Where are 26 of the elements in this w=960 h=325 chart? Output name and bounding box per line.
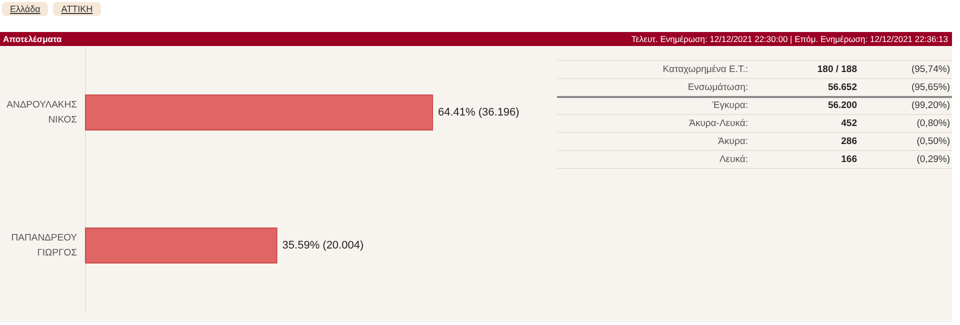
text: 180 / 188 [816, 63, 858, 77]
text: 452 [840, 117, 858, 131]
y-tick-label: ΑΝΔΡΟΥΛΑΚΗΣ ΝΙΚΟΣ [6, 100, 78, 126]
text: Άκυρα: [717, 135, 749, 149]
text: Τελευτ. Ενημέρωση: 12/12/2021 22:30:00 | Επόμ. Ενημέρωση: 12/12/2021 22:36:13 [631, 34, 949, 44]
text: Καταχωρημένα Ε.Τ.: [662, 63, 749, 77]
text: Άκυρα-Λευκά: [688, 117, 749, 131]
text: Αποτελέσματα [2, 34, 62, 44]
text: Ελλάδα [2, 2, 48, 16]
text: (0,80%) [916, 117, 951, 131]
data-label: 35.59% (20.004) [282, 240, 364, 252]
text: 286 [840, 135, 858, 149]
text: (95,74%) [910, 63, 951, 77]
text: Έγκυρα: [711, 99, 749, 114]
text: 166 [840, 153, 858, 167]
text: (99,20%) [910, 99, 951, 114]
text: (95,65%) [910, 80, 951, 95]
text: Λευκά: [718, 153, 749, 167]
text: ΑΤΤΙΚΗ [53, 2, 101, 16]
text: 56.652 [826, 80, 858, 95]
text: (0,50%) [916, 135, 951, 149]
text: (0,29%) [916, 153, 951, 167]
text: Ενσωμάτωση: [686, 80, 749, 95]
data-label: 64.41% (36.196) [438, 106, 520, 118]
y-tick-label: ΠΑΠΑΝΔΡΕΟΥ ΓΙΩΡΓΟΣ [11, 232, 78, 258]
text: 56.200 [826, 99, 858, 114]
